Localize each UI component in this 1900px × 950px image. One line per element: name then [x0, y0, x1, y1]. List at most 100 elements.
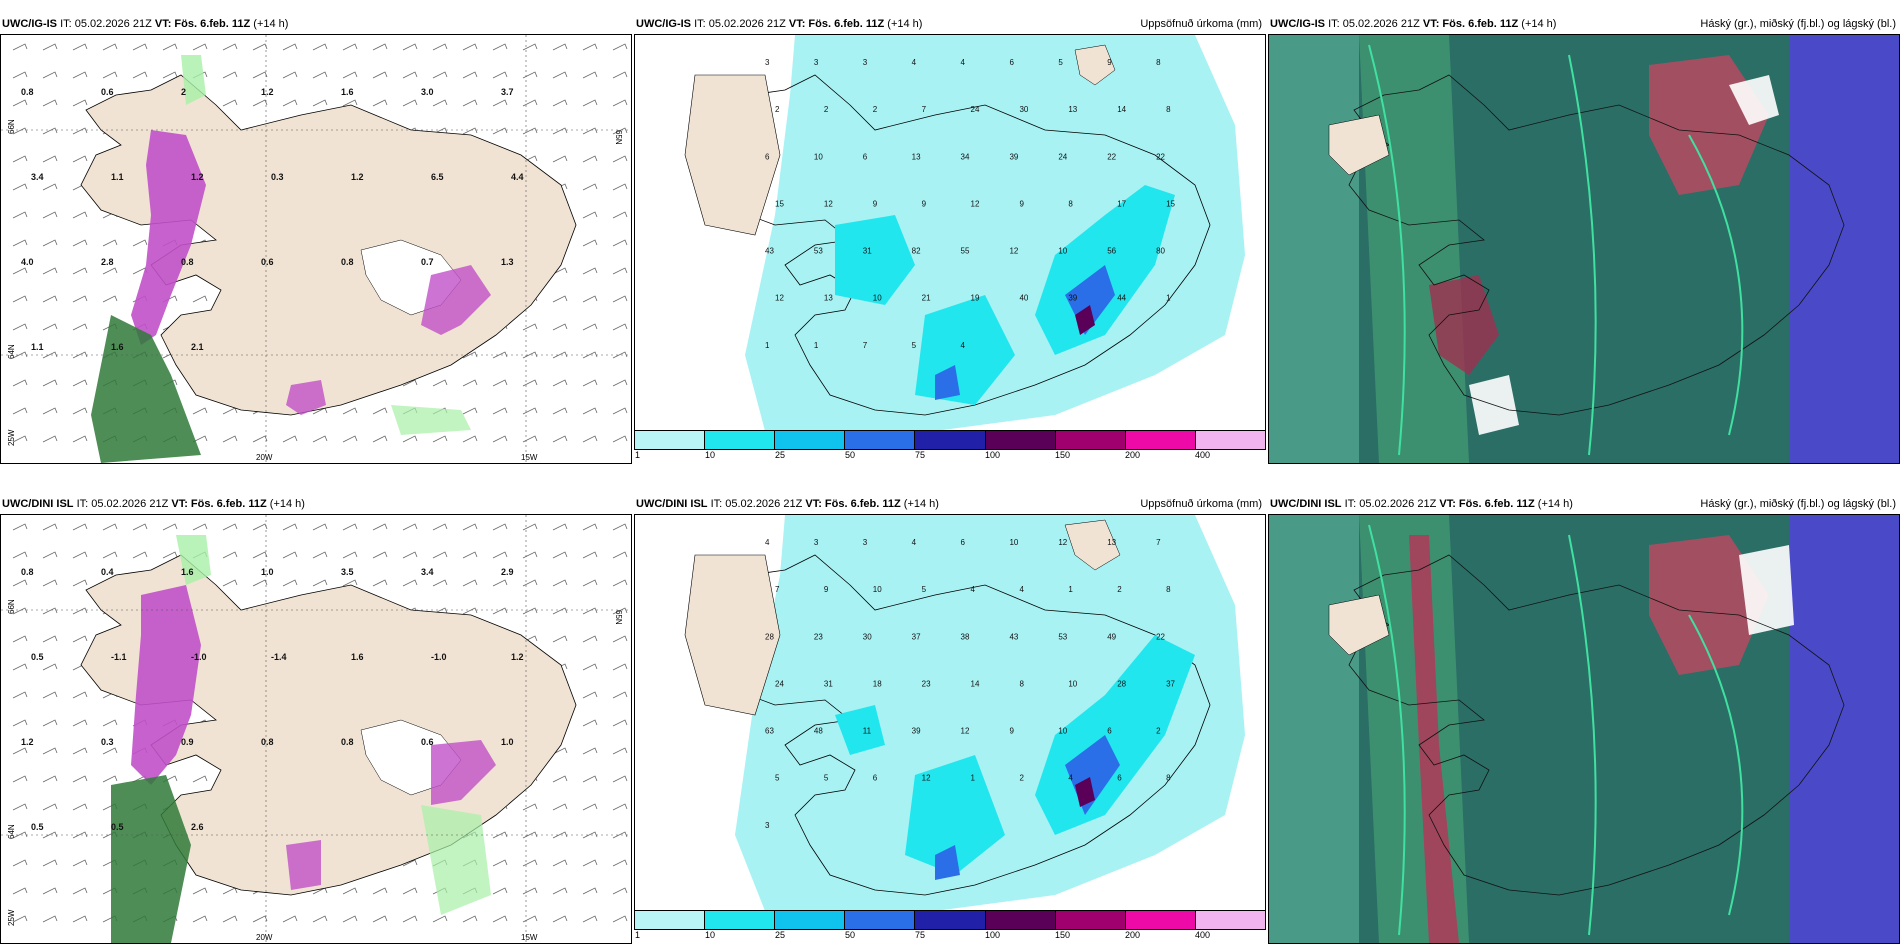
map-frame[interactable]: 4 3 3 4 6 10 12 13 7 7 9 10 5 4 4 1 2 8 28 23 30 37 38 43 53 49 22…	[634, 514, 1266, 912]
precip-value: 38	[961, 632, 970, 641]
wind-barb	[12, 323, 28, 331]
colorbar-segment	[635, 911, 706, 929]
wind-barb	[582, 719, 598, 727]
precip-value: 43	[765, 247, 774, 256]
precip-value: 6	[1117, 774, 1122, 783]
wind-barb	[12, 71, 28, 79]
wind-barb	[42, 43, 58, 51]
temp-value: 1.6	[341, 87, 354, 97]
valid-label: VT:	[788, 18, 806, 30]
wind-barb	[102, 267, 118, 275]
wind-barb	[552, 43, 568, 51]
wind-barb	[522, 71, 538, 79]
wind-barb	[552, 351, 568, 359]
wind-barb	[342, 43, 358, 51]
precip-value: 8	[1166, 774, 1171, 783]
precip-value: 44	[1117, 294, 1126, 303]
wind-barb	[372, 887, 388, 895]
precip-value: 5	[824, 774, 829, 783]
model-name: UWC/IG-IS	[2, 18, 57, 30]
wind-barb	[492, 99, 508, 107]
wind-barb	[552, 915, 568, 923]
model-name: UWC/DINI ISL	[636, 498, 708, 510]
magenta-precip	[131, 585, 201, 785]
init-time: IT: 05.02.2026 21Z	[1328, 18, 1420, 30]
map-frame[interactable]	[1268, 514, 1900, 944]
precip-value: 4	[971, 585, 976, 594]
cloud-map	[1269, 35, 1899, 463]
temp-value: 0.8	[21, 567, 34, 577]
precip-value: 1	[1166, 294, 1171, 303]
wind-barb	[612, 127, 628, 135]
wind-barb	[72, 523, 88, 531]
map-frame[interactable]: 66N 64N 65N 25W 20W 15W 0.8 0.4 1.6 1.0 3.5 3…	[0, 514, 632, 944]
wind-barb	[552, 155, 568, 163]
colorbar-label: 10	[705, 930, 716, 940]
wind-barb	[342, 71, 358, 79]
temp-value: 1.0	[261, 567, 274, 577]
precip-value: 10	[1058, 247, 1067, 256]
precip-mid-south	[905, 755, 1005, 875]
map-frame[interactable]: 3 3 3 4 4 6 5 9 8 2 2 2 7 24 30 13 14 8 6 10 6 13 34 39 24 22 22 15…	[634, 34, 1266, 432]
wind-barb	[222, 43, 238, 51]
precip-value: 5	[775, 774, 780, 783]
wind-barb	[522, 887, 538, 895]
precip-value: 10	[873, 294, 882, 303]
wind-barb	[462, 915, 478, 923]
wind-barb	[612, 99, 628, 107]
wind-barb	[582, 803, 598, 811]
wind-barb	[72, 551, 88, 559]
wind-barb	[612, 379, 628, 387]
map-frame[interactable]: 66N 64N 65N 25W 20W 15W 0.8 0.6 2 1.2 1.6 3.0…	[0, 34, 632, 464]
colorbar-segment	[775, 911, 846, 929]
wind-barb	[552, 803, 568, 811]
temp-value: 1.6	[181, 567, 194, 577]
wind-barb	[582, 379, 598, 387]
valid-time: Fös. 6.feb. 11Z	[174, 18, 251, 30]
lat-label: 64N	[7, 344, 16, 359]
panel-title: UWC/DINI ISL IT: 05.02.2026 21Z VT: Fös.…	[1270, 498, 1573, 510]
temp-value: 1.1	[111, 172, 124, 182]
wind-barb	[492, 407, 508, 415]
wind-barb	[612, 831, 628, 839]
wind-barb	[42, 71, 58, 79]
precip-colorbar-labels: 1 10 25 50 75 100 150 200 400	[634, 450, 1264, 462]
wind-barb	[492, 887, 508, 895]
lat-label: 65N	[614, 610, 623, 625]
wind-barb	[12, 267, 28, 275]
wind-barb	[312, 523, 328, 531]
wind-barb	[192, 435, 208, 443]
wind-barb	[12, 719, 28, 727]
wind-barb	[42, 99, 58, 107]
wind-barb	[582, 915, 598, 923]
temp-value: 1.6	[351, 652, 364, 662]
lon-label: 20W	[256, 933, 273, 942]
wind-barb	[522, 127, 538, 135]
wind-barb	[492, 71, 508, 79]
wind-barb	[42, 295, 58, 303]
colorbar-label: 150	[1055, 930, 1071, 940]
valid-time: Fös. 6.feb. 11Z	[190, 498, 267, 510]
wind-barb	[282, 435, 298, 443]
lead-time: (+14 h)	[903, 498, 939, 510]
wind-barb	[162, 43, 178, 51]
wind-barb	[42, 211, 58, 219]
temp-value: -1.1	[111, 652, 127, 662]
green-precip-southeast	[421, 805, 491, 915]
lat-label: 66N	[7, 599, 16, 614]
wind-barb	[42, 155, 58, 163]
colorbar-segment	[985, 911, 1056, 929]
precip-title: Uppsöfnuð úrkoma (mm)	[1140, 498, 1262, 510]
temp-value: 0.3	[101, 737, 114, 747]
wind-barb	[342, 887, 358, 895]
wind-barb	[312, 43, 328, 51]
precip-value: 21	[922, 294, 931, 303]
wind-barb	[552, 323, 568, 331]
precip-value: 9	[1019, 199, 1024, 208]
valid-time: Fös. 6.feb. 11Z	[808, 18, 885, 30]
wind-barb	[162, 71, 178, 79]
wind-barb	[42, 239, 58, 247]
lat-label: 64N	[7, 824, 16, 839]
map-frame[interactable]	[1268, 34, 1900, 464]
precip-domain	[735, 515, 1245, 911]
